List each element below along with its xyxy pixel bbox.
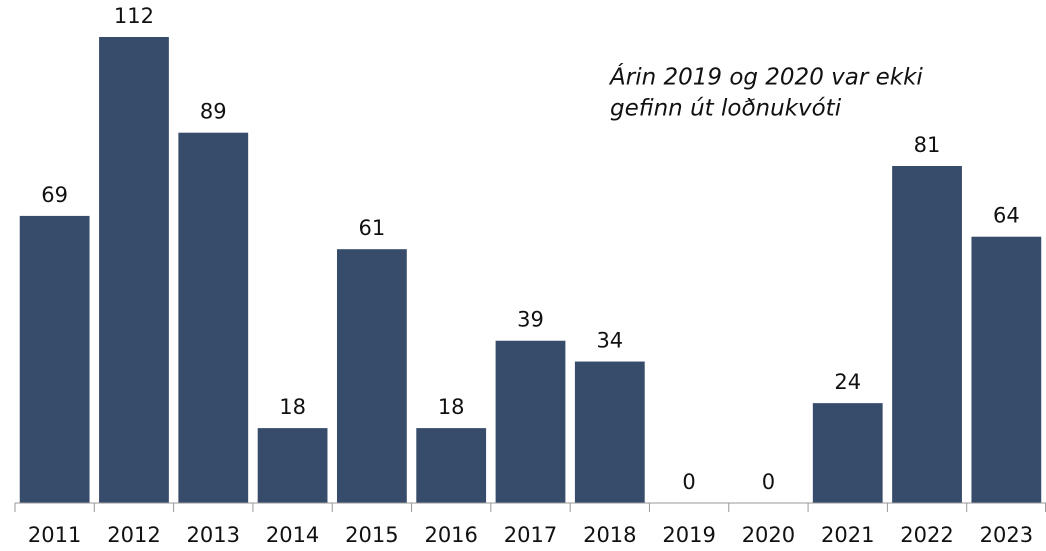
bar [416, 428, 487, 503]
x-tick-label: 2011 [28, 523, 81, 547]
data-label: 0 [762, 470, 775, 494]
data-label: 0 [682, 470, 695, 494]
bar [495, 340, 566, 503]
x-tick-label: 2020 [742, 523, 795, 547]
bar [574, 361, 645, 503]
annotation: Árin 2019 og 2020 var ekki [608, 63, 923, 91]
data-label: 18 [279, 395, 306, 419]
bar [257, 428, 328, 503]
x-tick-label: 2016 [424, 523, 477, 547]
x-tick-label: 2013 [187, 523, 240, 547]
x-tick-label: 2014 [266, 523, 319, 547]
x-tick-label: 2015 [345, 523, 398, 547]
data-label: 18 [438, 395, 465, 419]
data-label: 112 [114, 4, 154, 28]
bar [892, 165, 962, 503]
bar [99, 37, 169, 503]
x-tick-label: 2017 [504, 523, 557, 547]
data-label: 61 [359, 216, 386, 240]
data-label: 24 [834, 370, 861, 394]
data-label: 69 [41, 183, 68, 207]
x-tick-label: 2023 [980, 523, 1033, 547]
bar [971, 236, 1042, 503]
data-label: 81 [914, 133, 941, 157]
x-tick-label: 2021 [821, 523, 874, 547]
bar [812, 403, 883, 503]
annotation: gefinn út loðnukvóti [610, 96, 842, 122]
x-tick-label: 2018 [583, 523, 636, 547]
data-label: 89 [200, 100, 227, 124]
bar [19, 215, 90, 504]
data-label: 39 [517, 308, 544, 332]
x-tick-label: 2019 [662, 523, 715, 547]
x-tick-label: 2012 [107, 523, 160, 547]
data-label: 34 [596, 329, 623, 353]
x-tick-label: 2022 [900, 523, 953, 547]
bar [178, 132, 249, 504]
data-label: 64 [993, 204, 1020, 228]
bar [336, 249, 407, 503]
